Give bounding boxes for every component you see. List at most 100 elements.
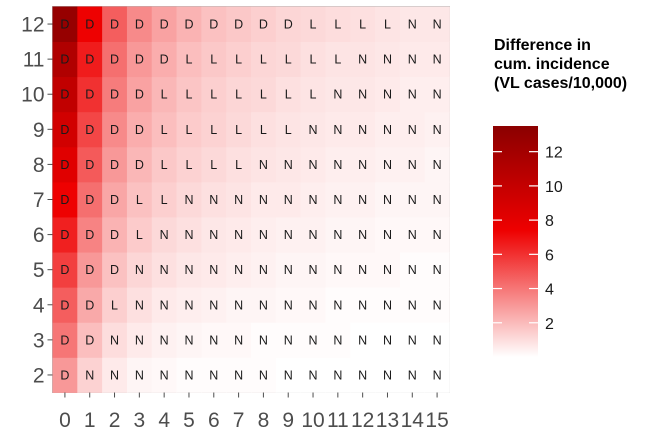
cell-label: N [358,333,367,347]
heatmap-cell [126,217,153,253]
cell-label: N [110,368,119,382]
cell-label: N [333,298,342,312]
heatmap-cell [424,6,450,42]
cell-label: N [259,298,268,312]
heatmap-cell [126,181,153,218]
cell-label: N [383,333,392,347]
x-tick-label: 10 [301,409,324,432]
cell-label: D [110,263,119,277]
heatmap-cell [399,76,426,113]
heatmap-cell [176,6,202,42]
heatmap-cell [350,181,376,218]
legend-title-line-2: cum. incidence [494,56,610,73]
heatmap-cell [176,181,202,218]
cell-label: N [209,193,218,207]
heatmap-cell [201,111,227,148]
heatmap-cell [176,357,202,393]
cell-label: D [135,53,144,67]
cell-label: D [85,193,94,207]
heatmap-cell [201,217,227,253]
cell-label: L [210,123,217,137]
heatmap-cell [251,252,277,288]
heatmap-cell [226,181,252,218]
cell-label: D [60,228,69,242]
cell-label: D [60,18,69,32]
heatmap-cell [275,41,302,78]
heatmap-cell [275,252,302,288]
cell-label: D [234,18,243,32]
cell-label: N [408,123,417,137]
heatmap-cell [275,6,302,42]
heatmap-cell [300,76,326,113]
cell-label: N [408,53,417,67]
cell-label: N [234,228,243,242]
heatmap-cell [102,76,128,113]
colorbar-ticks: 2 4 6 8 10 12 [493,145,563,333]
x-axis: 0 1 2 3 4 5 6 7 8 9 10 11 12 13 14 15 [59,392,449,432]
cell-label: N [433,333,442,347]
cell-label: N [284,158,293,172]
cell-label: N [333,193,342,207]
heatmap-cell [375,357,401,393]
cell-label: D [209,18,218,32]
heatmap-cell [424,181,450,218]
cell-label: N [383,193,392,207]
cell-label: D [110,53,119,67]
heatmap-cell [424,111,450,148]
cell-label: N [358,193,367,207]
cell-label: L [185,88,192,102]
heatmap-cell [226,41,252,78]
heatmap-cell [325,146,351,183]
heatmap-cell [52,252,78,288]
heatmap-cell [251,287,277,323]
heatmap-cell [102,146,128,183]
heatmap-cell [52,287,78,323]
cell-label: D [85,158,94,172]
heatmap-cell [251,41,277,78]
cell-label: N [383,263,392,277]
cell-label: N [110,333,119,347]
cell-label: N [309,368,318,382]
heatmap-cell [176,146,202,183]
cell-label: N [309,123,318,137]
cell-label: N [433,123,442,137]
cell-label: L [235,123,242,137]
cell-label: L [111,298,118,312]
heatmap-cell [176,252,202,288]
heatmap-cell [52,76,78,113]
heatmap-cell [350,217,376,253]
heatmap-cell [325,76,351,113]
cell-label: N [160,333,169,347]
cell-label: D [135,18,144,32]
heatmap-cell [151,41,177,78]
cell-label: N [383,368,392,382]
heatmap-cell [300,217,326,253]
cell-label: N [408,88,417,102]
heatmap-cell [275,217,302,253]
heatmap-cell [350,111,376,148]
heatmap-cell [300,6,326,42]
heatmap-cell [350,357,376,393]
heatmap-cell [325,217,351,253]
cell-label: L [210,53,217,67]
heatmap-cell [399,181,426,218]
cell-label: N [408,193,417,207]
heatmap-cell [300,287,326,323]
cell-label: D [60,158,69,172]
heatmap-cell [251,357,277,393]
y-tick-label: 7 [33,189,45,212]
cell-label: D [60,263,69,277]
heatmap-cell [399,41,426,78]
heatmap-cell [424,252,450,288]
heatmap-cell [126,357,153,393]
heatmap-cell [251,6,277,42]
heatmap-cell [126,252,153,288]
heatmap-cell [126,322,153,358]
heatmap-cell [375,146,401,183]
x-tick-label: 3 [134,409,146,432]
cell-label: L [161,158,168,172]
heatmap-cell [226,287,252,323]
heatmap-cell [251,181,277,218]
cell-label: D [135,158,144,172]
heatmap-cell [126,111,153,148]
